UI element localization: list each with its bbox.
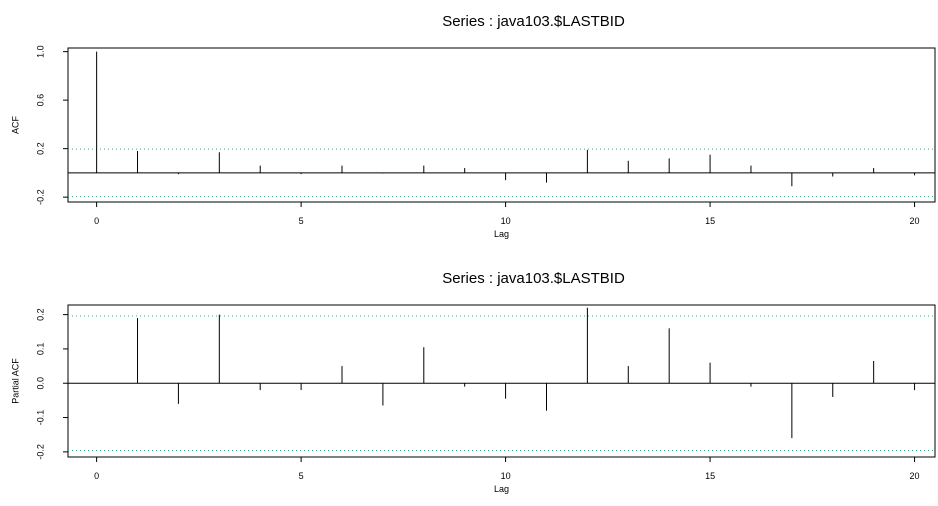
x-axis-label: Lag: [494, 484, 509, 494]
y-tick-label: 0.0: [35, 377, 45, 390]
y-axis-label: ACF: [10, 115, 20, 134]
x-tick-label: 5: [299, 471, 304, 481]
chart-title: Series : java103.$LASTBID: [442, 13, 625, 30]
x-axis-label: Lag: [494, 229, 509, 239]
chart-panel-1: Series : java103.$LASTBID 0 5 10 15 20 -0.2 0.2…: [10, 13, 936, 239]
x-tick-label: 0: [94, 216, 99, 226]
y-tick-label: -0.1: [35, 410, 45, 426]
x-tick-label: 5: [299, 216, 304, 226]
y-tick-label: -0.2: [35, 444, 45, 460]
y-tick-label: 0.6: [35, 94, 45, 107]
chart-title: Series : java103.$LASTBID: [442, 270, 625, 287]
x-tick-label: 15: [705, 216, 715, 226]
y-tick-label: 0.1: [35, 343, 45, 356]
y-axis-label: Partial ACF: [10, 358, 20, 404]
x-tick-label: 10: [501, 216, 511, 226]
x-tick-label: 0: [94, 471, 99, 481]
y-tick-label: -0.2: [35, 189, 45, 205]
x-tick-label: 20: [910, 216, 920, 226]
plot-frame: [67, 47, 936, 203]
plot-frame: [67, 304, 936, 458]
y-tick-label: 0.2: [35, 142, 45, 155]
x-tick-label: 20: [910, 471, 920, 481]
x-tick-label: 10: [501, 471, 511, 481]
y-tick-label: 1.0: [35, 45, 45, 58]
y-tick-label: 0.2: [35, 308, 45, 321]
chart-panel-2: Series : java103.$LASTBID 0 5 10 15 20 -0.2 -0.…: [10, 270, 936, 494]
x-tick-label: 15: [705, 471, 715, 481]
